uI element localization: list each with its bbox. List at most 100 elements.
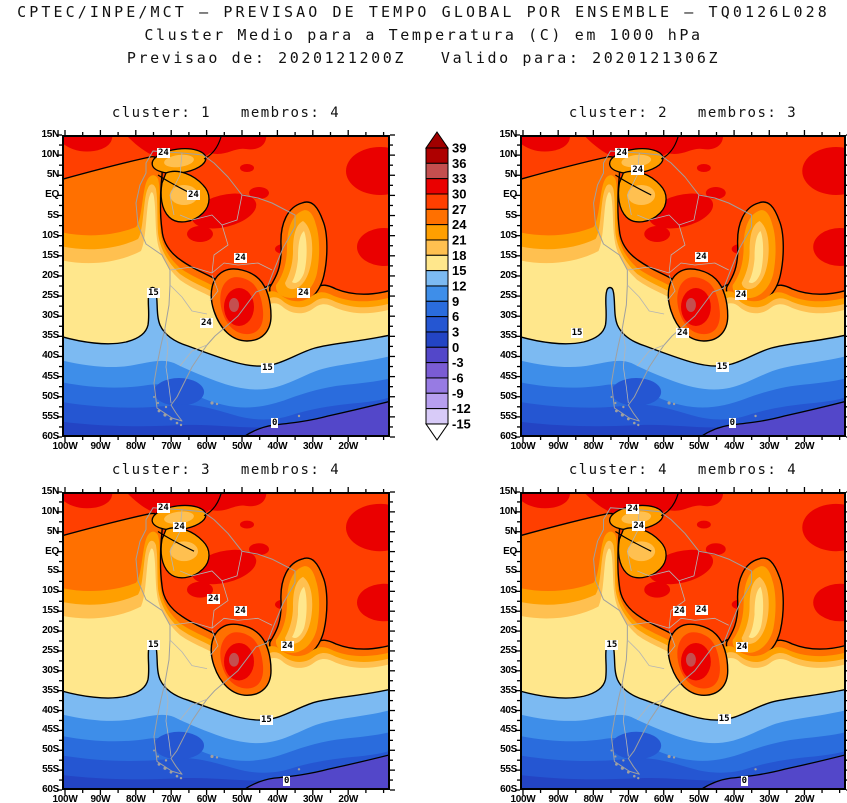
- colorbar-box: [425, 285, 449, 302]
- temperature-map: [513, 490, 847, 797]
- lat-tick-label: 35S: [42, 330, 59, 342]
- colorbar-box: [425, 193, 449, 210]
- lat-tick-label: 25S: [42, 644, 59, 656]
- coastlines: [593, 150, 753, 422]
- colorbar-box: [425, 392, 449, 410]
- lat-tick-label: 50S: [500, 744, 517, 756]
- colorbar-box: [425, 254, 449, 272]
- lat-tick-label: 15N: [41, 486, 60, 497]
- lat-tick-label: 50S: [42, 390, 59, 402]
- lon-tick-label: 60W: [196, 794, 217, 803]
- lat-tick-label: 50S: [500, 390, 517, 402]
- lon-tick-label: 100W: [52, 441, 78, 452]
- lat-tick-label: EQ: [45, 545, 59, 557]
- colorbar-tick-label: -3: [452, 355, 464, 370]
- colorbar-tick-label: 24: [452, 217, 467, 232]
- colorbar-tick-label: 39: [452, 141, 466, 156]
- cold-bands: [55, 641, 396, 797]
- lat-tick-label: 60S: [42, 431, 59, 442]
- map-frame: [520, 492, 846, 790]
- lat-tick-label: 35S: [500, 330, 517, 342]
- contour-label: 0: [728, 418, 737, 428]
- lat-tick-label: 15S: [42, 249, 59, 261]
- lon-tick-label: 60W: [653, 794, 674, 803]
- lon-tick-label: 100W: [510, 441, 536, 452]
- lat-tick-label: 40S: [500, 704, 517, 716]
- contour-label: 15: [260, 714, 273, 725]
- lat-tick-label: 15N: [499, 129, 518, 140]
- contour-label: 15: [261, 363, 274, 373]
- lat-tick-label: 15N: [499, 486, 518, 497]
- lon-tick-label: 40W: [724, 794, 744, 803]
- map-panel-cluster-3: [55, 490, 414, 797]
- axis-ticks: [515, 487, 847, 795]
- lat-tick-label: 45S: [42, 724, 59, 736]
- lat-tick-label: 15S: [500, 249, 517, 261]
- lon-tick-label: 40W: [267, 441, 288, 452]
- contour-label: 24: [234, 253, 247, 263]
- colorbar-box: [425, 346, 449, 364]
- colorbar-tick-label: 6: [452, 309, 459, 324]
- lat-tick-label: 25S: [500, 290, 517, 302]
- panel-title-cluster-2: cluster: 2 membros: 3: [568, 105, 798, 121]
- lon-tick-label: 30W: [759, 441, 780, 452]
- contour-label: 15: [715, 362, 729, 372]
- contour-label: 24: [676, 328, 689, 338]
- map-panel-cluster-2: [513, 133, 847, 444]
- coastlines: [135, 150, 296, 422]
- lat-tick-label: EQ: [503, 189, 517, 201]
- lon-tick-label: 90W: [90, 441, 111, 452]
- contour-label: 24: [157, 502, 170, 513]
- contour-label: 24: [234, 606, 247, 617]
- contour-label: 24: [694, 605, 708, 616]
- lon-tick-label: 60W: [196, 441, 217, 452]
- map-panel-cluster-4: [513, 490, 847, 797]
- lat-tick-label: 20S: [42, 269, 59, 281]
- contour-label: 24: [281, 640, 294, 651]
- map-panel-cluster-1: [55, 133, 414, 444]
- coastlines: [135, 507, 296, 775]
- lat-tick-label: 20S: [500, 269, 517, 281]
- cold-bands: [55, 286, 396, 444]
- lon-tick-label: 20W: [794, 794, 815, 803]
- lat-tick-label: 5S: [47, 565, 59, 577]
- axis-ticks: [57, 130, 395, 442]
- colorbar-box: [425, 239, 449, 256]
- contour-label: 24: [157, 148, 170, 158]
- lon-tick-label: 50W: [689, 794, 709, 803]
- contour-label: 0: [740, 776, 749, 787]
- contour-label: 24: [173, 521, 186, 532]
- contour-label: 0: [283, 776, 291, 787]
- colorbar-tick-label: -6: [452, 370, 464, 385]
- colorbar-tick-label: 21: [452, 232, 466, 247]
- colorbar-box: [425, 224, 449, 241]
- figure-subtitle: Cluster Medio para a Temperatura (C) em …: [144, 26, 703, 44]
- lat-tick-label: 5S: [47, 209, 59, 221]
- colorbar-tick-label: 27: [452, 202, 466, 217]
- lon-tick-label: 40W: [267, 794, 288, 803]
- contour-label: 24: [200, 318, 213, 328]
- hot-spot: [210, 268, 272, 342]
- hot-spot: [667, 623, 729, 696]
- lat-tick-label: 10N: [499, 149, 518, 161]
- lon-tick-label: 30W: [302, 441, 323, 452]
- colorbar-box: [425, 362, 449, 379]
- lon-tick-label: 50W: [689, 441, 709, 452]
- lat-tick-label: 30S: [42, 664, 59, 676]
- colorbar-arrow-down: [425, 423, 449, 441]
- panel-title-cluster-4: cluster: 4 membros: 4: [568, 462, 798, 478]
- lat-tick-label: 5N: [504, 169, 517, 181]
- lat-tick-label: 5S: [505, 565, 517, 577]
- colorbar-box: [425, 377, 449, 394]
- lon-tick-label: 100W: [52, 794, 78, 803]
- lat-tick-label: EQ: [45, 189, 59, 201]
- lon-tick-label: 90W: [548, 441, 568, 452]
- lat-tick-label: 55S: [42, 410, 59, 422]
- panel-title-cluster-1: cluster: 1 membros: 4: [111, 105, 341, 121]
- lat-tick-label: 55S: [42, 764, 59, 776]
- coastlines: [593, 507, 753, 775]
- lat-tick-label: EQ: [503, 545, 517, 557]
- temperature-map: [513, 133, 847, 444]
